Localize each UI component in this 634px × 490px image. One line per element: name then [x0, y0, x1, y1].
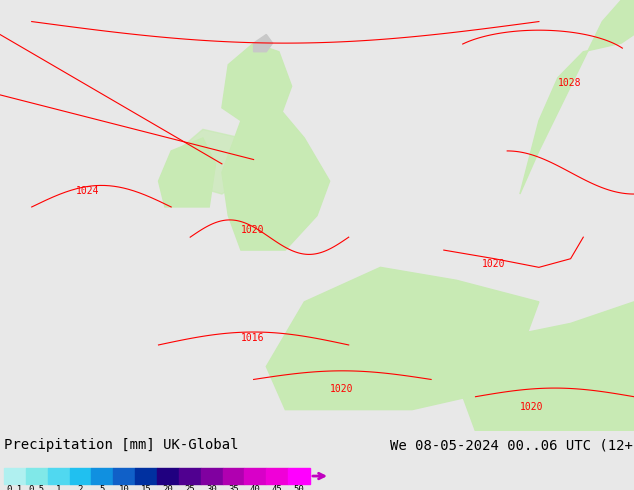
Polygon shape: [4, 468, 26, 484]
Text: 30: 30: [206, 485, 217, 490]
Polygon shape: [245, 468, 266, 484]
Text: 1020: 1020: [482, 259, 505, 270]
Polygon shape: [0, 0, 634, 431]
Text: 1020: 1020: [241, 225, 264, 235]
Text: 15: 15: [141, 485, 152, 490]
Text: 1024: 1024: [76, 186, 100, 196]
Polygon shape: [113, 468, 135, 484]
Text: 1028: 1028: [558, 78, 581, 88]
Text: 40: 40: [250, 485, 261, 490]
Text: We 08-05-2024 00..06 UTC (12+162: We 08-05-2024 00..06 UTC (12+162: [390, 438, 634, 452]
Polygon shape: [266, 268, 539, 410]
Polygon shape: [48, 468, 70, 484]
Text: 25: 25: [184, 485, 195, 490]
Text: 35: 35: [228, 485, 239, 490]
Text: Precipitation [mm] UK-Global: Precipitation [mm] UK-Global: [4, 438, 238, 452]
Polygon shape: [178, 129, 254, 194]
Text: 1020: 1020: [520, 402, 543, 412]
Polygon shape: [254, 34, 273, 52]
Polygon shape: [288, 468, 310, 484]
Text: 2: 2: [78, 485, 83, 490]
Polygon shape: [70, 468, 91, 484]
Text: 1: 1: [56, 485, 61, 490]
Text: 1016: 1016: [241, 333, 264, 343]
Polygon shape: [157, 468, 179, 484]
Text: 45: 45: [272, 485, 283, 490]
Polygon shape: [158, 138, 216, 207]
Polygon shape: [222, 43, 292, 121]
Polygon shape: [179, 468, 201, 484]
Text: 1020: 1020: [330, 384, 353, 394]
Polygon shape: [222, 86, 330, 250]
Polygon shape: [135, 468, 157, 484]
Text: 0.5: 0.5: [29, 485, 45, 490]
Polygon shape: [444, 302, 634, 431]
Polygon shape: [201, 468, 223, 484]
Polygon shape: [266, 468, 288, 484]
Text: 50: 50: [294, 485, 304, 490]
Text: 5: 5: [100, 485, 105, 490]
Text: 20: 20: [162, 485, 173, 490]
Polygon shape: [223, 468, 245, 484]
Polygon shape: [26, 468, 48, 484]
Polygon shape: [91, 468, 113, 484]
Polygon shape: [520, 0, 634, 194]
Text: 0.1: 0.1: [7, 485, 23, 490]
Text: 10: 10: [119, 485, 129, 490]
